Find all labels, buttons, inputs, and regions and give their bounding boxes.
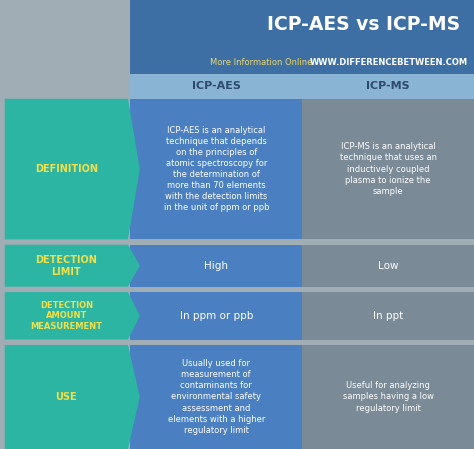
Text: ICP-MS: ICP-MS <box>366 81 410 92</box>
Text: Low: Low <box>378 261 398 271</box>
Text: USE: USE <box>55 392 77 402</box>
Text: DEFINITION: DEFINITION <box>35 164 98 174</box>
Text: In ppt: In ppt <box>373 311 403 321</box>
Text: ICP-MS is an analytical
technique that uses an
inductively coupled
plasma to ion: ICP-MS is an analytical technique that u… <box>339 142 437 196</box>
Bar <box>302 345 474 449</box>
Text: ICP-AES is an analytical
technique that depends
on the principles of
atomic spec: ICP-AES is an analytical technique that … <box>164 126 269 212</box>
Bar <box>302 99 474 239</box>
Text: ICP-AES vs ICP-MS: ICP-AES vs ICP-MS <box>267 15 460 34</box>
Polygon shape <box>5 245 140 287</box>
Bar <box>130 245 302 287</box>
Text: WWW.DIFFERENCEBETWEEN.COM: WWW.DIFFERENCEBETWEEN.COM <box>310 58 468 67</box>
Bar <box>302 245 474 287</box>
Bar <box>302 292 474 339</box>
Text: In ppm or ppb: In ppm or ppb <box>180 311 253 321</box>
Bar <box>130 99 302 239</box>
Polygon shape <box>5 99 140 239</box>
Text: Useful for analyzing
samples having a low
regulatory limit: Useful for analyzing samples having a lo… <box>343 381 434 413</box>
Bar <box>130 0 474 52</box>
Text: ICP-AES: ICP-AES <box>192 81 241 92</box>
Bar <box>130 74 474 99</box>
Bar <box>130 292 302 339</box>
Polygon shape <box>5 345 140 449</box>
Text: DETECTION
AMOUNT
MEASUREMENT: DETECTION AMOUNT MEASUREMENT <box>30 300 102 331</box>
Polygon shape <box>5 292 140 339</box>
Text: High: High <box>204 261 228 271</box>
Bar <box>130 345 302 449</box>
Bar <box>130 52 474 74</box>
Text: More Information Online: More Information Online <box>210 58 312 67</box>
Text: Usually used for
measurement of
contaminants for
environmental safety
assessment: Usually used for measurement of contamin… <box>168 359 265 435</box>
Text: DETECTION
LIMIT: DETECTION LIMIT <box>36 255 97 277</box>
